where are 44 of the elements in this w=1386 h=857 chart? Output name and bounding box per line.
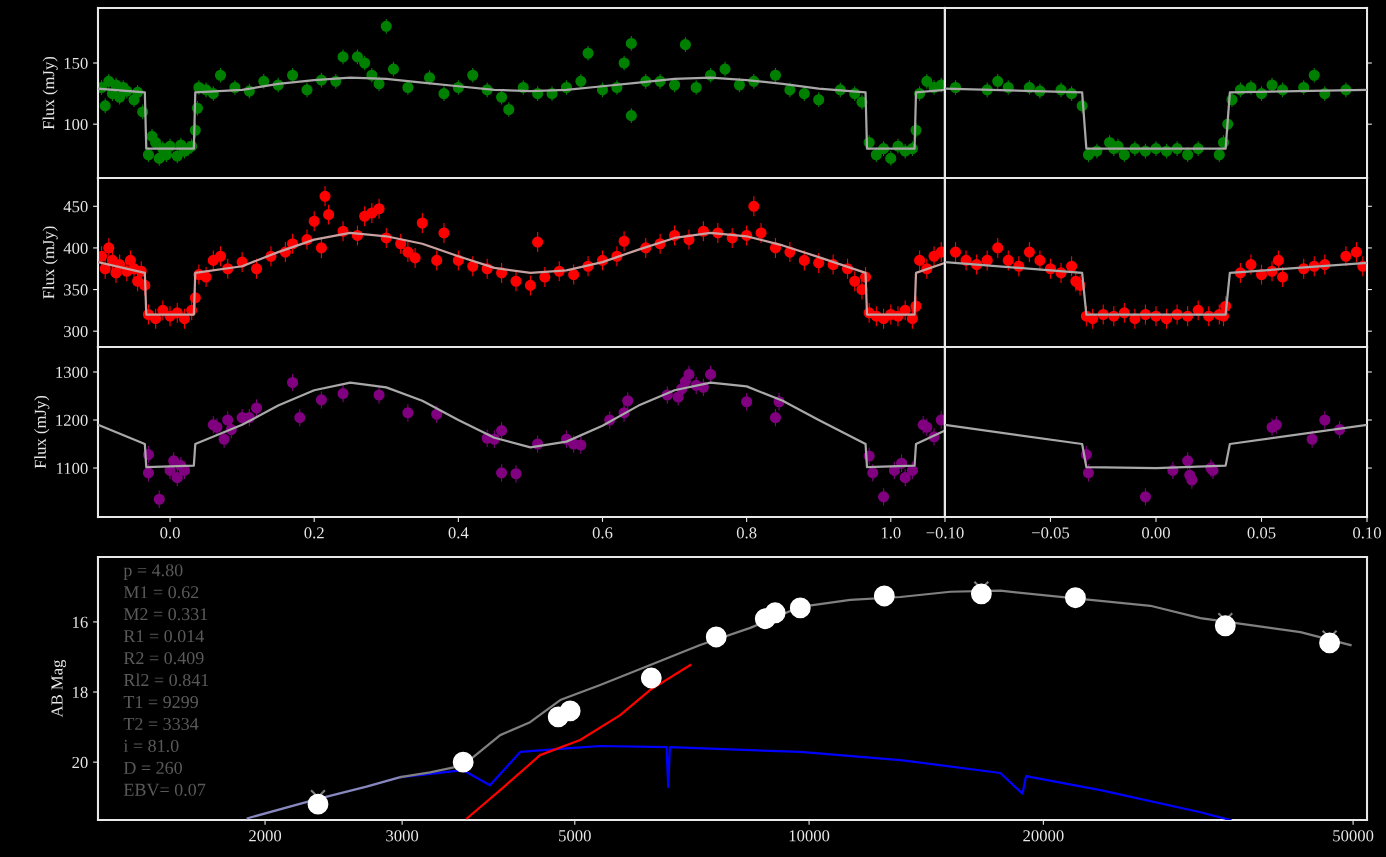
x-tick-label: 0.6 bbox=[592, 527, 613, 539]
x-tick-label: 0.05 bbox=[1247, 527, 1276, 539]
y-tick-label: 1200 bbox=[56, 414, 88, 426]
y-tick-label: 18 bbox=[73, 686, 88, 698]
x-tick-label: −0.05 bbox=[1032, 527, 1070, 539]
x-tick-label: 10000 bbox=[789, 830, 830, 842]
y-tick-label: 16 bbox=[73, 616, 88, 628]
x-tick-label: 3000 bbox=[386, 830, 419, 842]
annotation: p = 4.80 bbox=[123, 564, 183, 580]
y-tick-label: 100 bbox=[64, 118, 88, 131]
y-tick-label: 150 bbox=[64, 57, 88, 69]
y-tick-label: 1300 bbox=[56, 366, 88, 378]
x-tick-label: 0.8 bbox=[736, 527, 757, 539]
y-tick-label: 400 bbox=[63, 242, 88, 254]
y-tick-label: 20 bbox=[72, 756, 88, 769]
y-tick-label: 1100 bbox=[57, 462, 88, 474]
annotation: i = 81.0 bbox=[123, 739, 179, 753]
x-tick-label: 0.2 bbox=[304, 527, 324, 539]
x-tick-label: 0.00 bbox=[1142, 527, 1170, 539]
annotation: M1 = 0.62 bbox=[123, 586, 199, 599]
y-axis-title: Flux (mJy) bbox=[42, 226, 58, 299]
annotation: R1 = 0.014 bbox=[123, 630, 204, 643]
x-tick-label: 20000 bbox=[1023, 830, 1064, 842]
x-tick-label: 0.4 bbox=[448, 527, 469, 539]
y-axis-title: Flux (mJy) bbox=[34, 395, 50, 469]
x-tick-label: 0.0 bbox=[160, 527, 180, 539]
x-tick-label: 1.0 bbox=[881, 527, 901, 539]
annotation: T1 = 9299 bbox=[123, 695, 199, 709]
y-tick-label: 300 bbox=[64, 325, 88, 338]
annotation: R2 = 0.409 bbox=[123, 651, 204, 665]
x-tick-label: 5000 bbox=[559, 830, 591, 842]
annotation: T2 = 3334 bbox=[123, 717, 199, 731]
x-tick-label: 50000 bbox=[1333, 830, 1374, 842]
y-tick-label: 350 bbox=[64, 284, 88, 296]
y-axis-title: Flux (mJy) bbox=[42, 56, 58, 130]
annotation: EBV= 0.07 bbox=[123, 783, 206, 796]
y-axis-title: AB Mag bbox=[51, 659, 67, 718]
annotation: M2 = 0.331 bbox=[123, 608, 208, 621]
annotation: D = 260 bbox=[123, 761, 183, 774]
x-tick-label: 2000 bbox=[249, 830, 282, 842]
x-tick-label: 0.10 bbox=[1353, 527, 1381, 539]
annotation: Rl2 = 0.841 bbox=[123, 673, 209, 687]
y-tick-label: 450 bbox=[63, 201, 88, 213]
x-tick-label: −0.10 bbox=[926, 527, 964, 539]
